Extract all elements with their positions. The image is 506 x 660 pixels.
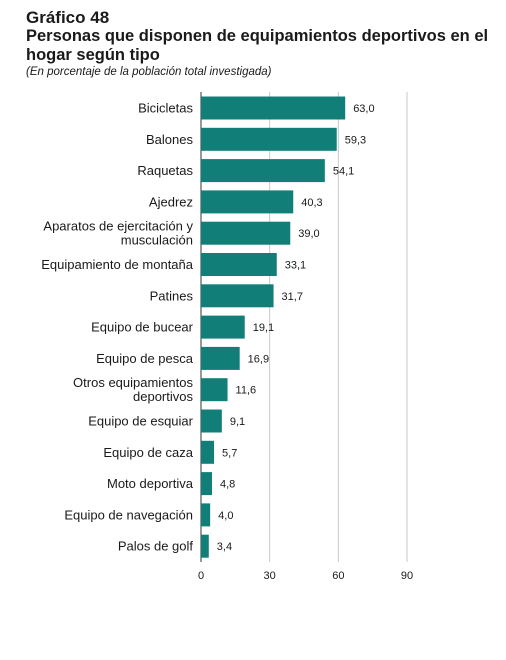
data-label: 33,1: [285, 260, 306, 272]
bar: [201, 378, 228, 402]
category-label: Aparatos de ejercitación y: [43, 219, 193, 234]
x-axis-ticks: 0 30 60 90: [198, 570, 413, 582]
data-label: 5,7: [222, 447, 237, 459]
category-label: Bicicletas: [138, 101, 193, 116]
data-label: 11,6: [236, 385, 257, 397]
chart-subtitle: (En porcentaje de la población total inv…: [26, 66, 272, 78]
category-label: Patines: [150, 288, 194, 303]
data-label: 40,3: [301, 197, 322, 209]
chart-title: Personas que disponen de equipamientos d…: [26, 27, 489, 64]
figure-number: Gráfico 48: [26, 8, 110, 27]
x-tick-label: 60: [332, 570, 344, 582]
data-label: 54,1: [333, 166, 354, 178]
bars: [201, 96, 346, 558]
bar: [201, 503, 211, 527]
value-labels: 63,0 59,3 54,1 40,3 39,0 33,1 31,7 19,1 16,9 11,6…: [217, 103, 375, 553]
bar: [201, 472, 212, 496]
bar: [201, 159, 325, 183]
bar: [201, 346, 240, 370]
category-label: musculación: [121, 233, 193, 248]
x-tick-label: 90: [401, 570, 413, 582]
category-label: deportivos: [133, 389, 193, 404]
bar: [201, 127, 337, 151]
bar: [201, 440, 215, 464]
category-labels: Bicicletas Balones Raquetas Ajedrez Aparatos…: [41, 101, 194, 554]
x-tick-label: 30: [264, 570, 276, 582]
x-tick-label: 0: [198, 570, 204, 582]
data-label: 59,3: [345, 134, 366, 146]
category-label: Equipo de caza: [103, 445, 193, 460]
bar: [201, 409, 222, 433]
bar: [201, 534, 209, 558]
category-label: Raquetas: [137, 163, 193, 178]
category-label: Balones: [146, 132, 193, 147]
bar: [201, 315, 245, 339]
bar: [201, 284, 274, 308]
data-label: 3,4: [217, 541, 232, 553]
chart-header: Gráfico 48 Personas que disponen de equi…: [26, 8, 496, 80]
category-label: Equipo de esquiar: [88, 414, 193, 429]
bar: [201, 190, 294, 214]
data-label: 16,9: [248, 353, 269, 365]
data-label: 31,7: [282, 291, 303, 303]
category-label: Palos de golf: [118, 539, 194, 554]
data-label: 39,0: [298, 228, 319, 240]
category-label: Ajedrez: [149, 194, 193, 209]
category-label: Equipo de bucear: [91, 320, 194, 335]
data-label: 4,0: [218, 510, 233, 522]
data-label: 19,1: [253, 322, 274, 334]
category-label: Moto deportiva: [107, 476, 194, 491]
category-label: Equipo de pesca: [96, 351, 194, 366]
bar: [201, 221, 291, 245]
data-label: 4,8: [220, 479, 235, 491]
bar: [201, 253, 277, 276]
data-label: 63,0: [353, 103, 374, 115]
data-label: 9,1: [230, 416, 245, 428]
category-label: Equipamiento de montaña: [41, 257, 194, 272]
category-label: Equipo de navegación: [64, 507, 193, 522]
bar: [201, 96, 346, 120]
category-label: Otros equipamientos: [73, 375, 193, 390]
